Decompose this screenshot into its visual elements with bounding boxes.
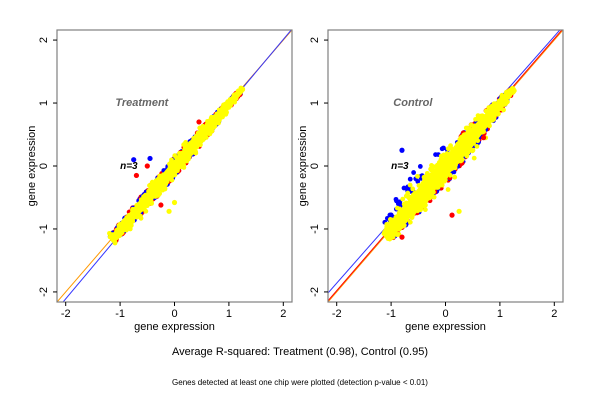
point-yellow: [418, 207, 423, 213]
x-tick-label: 1: [497, 308, 503, 320]
point-cloud-core: [384, 87, 515, 239]
outlier-point-red: [449, 212, 455, 218]
x-tick-label: -2: [61, 308, 71, 320]
y-tick-label: -1: [38, 224, 50, 234]
point-yellow: [429, 163, 434, 168]
points: [107, 85, 246, 246]
point-yellow: [410, 186, 416, 192]
y-tick-label: -2: [38, 287, 50, 297]
point-blue: [401, 185, 407, 191]
n-label: n=3: [391, 161, 409, 172]
y-tick-label: 0: [309, 163, 321, 169]
outlier-point-red: [158, 202, 164, 208]
point-blue: [417, 164, 423, 169]
x-tick-label: 2: [280, 308, 286, 320]
n-label: n=3: [120, 161, 138, 172]
y-axis-label: gene expression: [26, 126, 38, 207]
x-axis-label: gene expression: [405, 321, 486, 333]
point-yellow: [415, 173, 420, 179]
outlier-point-yellow: [456, 208, 462, 214]
y-tick-label: 1: [309, 100, 321, 106]
point-blue: [415, 178, 421, 184]
x-tick-label: 2: [551, 308, 557, 320]
y-tick-label: 0: [38, 163, 50, 169]
point-blue: [387, 212, 393, 218]
point-yellow: [405, 190, 411, 196]
point-yellow: [169, 157, 174, 163]
panel-title: Control: [393, 97, 433, 109]
outlier-point-yellow: [171, 199, 178, 206]
plot-area: [57, 30, 292, 302]
point-yellow: [394, 205, 400, 211]
x-tick-label: -2: [332, 308, 342, 320]
point-blue: [411, 170, 417, 175]
point-yellow: [428, 166, 434, 172]
x-tick-label: -1: [386, 308, 396, 320]
outlier-point-red: [144, 163, 150, 169]
outlier-point-blue: [399, 147, 405, 153]
y-tick-label: 2: [309, 37, 321, 43]
panel-treatment: -2 -1 0 1 2 -2 -1 0 1 2 gene expression gene expres…: [26, 29, 293, 333]
outlier-point-red: [399, 234, 405, 240]
x-tick-label: 0: [442, 308, 448, 320]
y-tick-label: -1: [309, 224, 321, 234]
point-blue: [433, 152, 438, 157]
outlier-point-red: [196, 119, 202, 125]
point-blue: [439, 146, 445, 152]
point-cloud-core: [111, 87, 244, 241]
y-tick-label: 1: [38, 100, 50, 106]
point-yellow: [422, 207, 428, 213]
point-yellow: [445, 187, 451, 192]
point-yellow: [464, 153, 470, 159]
main-caption: Average R-squared: Treatment (0.98), Con…: [172, 346, 428, 358]
point-yellow: [452, 174, 458, 180]
point-yellow: [407, 219, 413, 225]
point-yellow: [424, 170, 430, 176]
x-axis-label: gene expression: [134, 321, 215, 333]
y-tick-label: -2: [309, 287, 321, 297]
sub-caption: Genes detected at least one chip were pl…: [172, 378, 428, 387]
point-yellow: [400, 196, 406, 202]
panel-control: -2 -1 0 1 2 -2 -1 0 1 2 gene expression gene expres…: [297, 29, 564, 333]
plot-area: [328, 30, 563, 302]
point-yellow: [468, 122, 474, 128]
x-tick-label: 0: [171, 308, 177, 320]
outlier-point-red: [480, 135, 487, 141]
point-blue: [407, 176, 413, 182]
x-tick-label: 1: [226, 308, 232, 320]
point-yellow: [471, 155, 477, 161]
y-axis-label: gene expression: [297, 126, 309, 207]
point-yellow: [127, 226, 133, 232]
y-tick-label: 2: [38, 37, 50, 43]
point-yellow: [474, 144, 480, 149]
outlier-point-yellow: [166, 208, 172, 214]
outlier-point-blue: [131, 157, 137, 163]
x-tick-label: -1: [115, 308, 125, 320]
point-blue: [393, 196, 399, 202]
points: [381, 86, 517, 242]
point-yellow: [138, 215, 144, 221]
point-yellow: [197, 125, 203, 131]
panel-title: Treatment: [115, 97, 169, 109]
point-yellow: [407, 182, 413, 188]
outlier-point-blue: [147, 155, 153, 162]
outlier-point-red: [133, 172, 140, 179]
